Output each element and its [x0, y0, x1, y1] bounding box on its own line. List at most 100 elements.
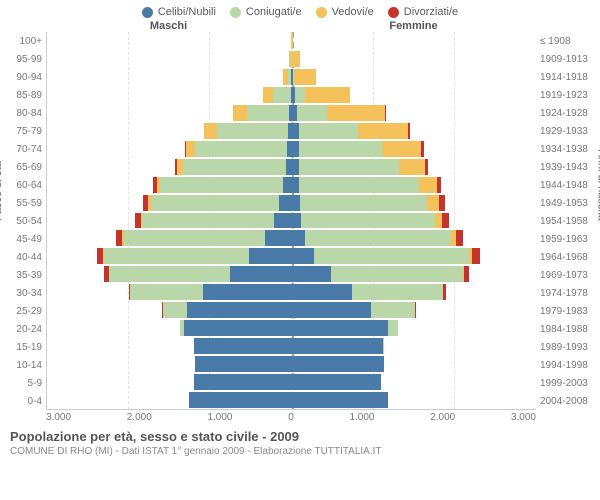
bar-seg-cel — [283, 177, 292, 193]
legend: Celibi/NubiliConiugati/eVedovi/eDivorzia… — [0, 0, 600, 20]
age-label: 15-19 — [0, 338, 46, 356]
column-headers: Maschi Femmine — [0, 20, 600, 32]
legend-dot-icon — [230, 7, 241, 18]
pyramid-row — [47, 194, 536, 212]
pyramid-row — [47, 301, 536, 319]
bar-seg-con — [160, 177, 282, 193]
pyramid-row — [47, 319, 536, 337]
bar-seg-div — [464, 266, 469, 282]
bar-seg-con — [273, 87, 291, 103]
bar-seg-ved — [204, 123, 216, 139]
bar-seg-con — [163, 302, 187, 318]
age-label: 85-89 — [0, 86, 46, 104]
age-label: 90-94 — [0, 68, 46, 86]
pyramid-row — [47, 176, 536, 194]
bar-seg-cel — [292, 284, 352, 300]
bar-seg-con — [299, 177, 419, 193]
birth-label: 1969-1973 — [536, 266, 600, 284]
pyramid-plot — [46, 32, 536, 410]
x-tick: 2.000 — [127, 412, 152, 423]
bar-seg-cel — [194, 338, 292, 354]
pyramid-row — [47, 104, 536, 122]
legend-item: Vedovi/e — [316, 6, 374, 18]
bar-seg-div — [437, 177, 442, 193]
bar-seg-cel — [187, 302, 291, 318]
bar-seg-cel — [292, 123, 299, 139]
bar-seg-con — [299, 123, 358, 139]
birth-label: 1964-1968 — [536, 248, 600, 266]
birth-label: 1944-1948 — [536, 176, 600, 194]
bar-seg-cel — [194, 374, 292, 390]
x-tick: 0 — [288, 412, 294, 423]
pyramid-row — [47, 355, 536, 373]
pyramid-row — [47, 265, 536, 283]
bar-seg-ved — [427, 195, 439, 211]
x-tick: 3.000 — [511, 412, 536, 423]
age-label: 35-39 — [0, 266, 46, 284]
pyramid-row — [47, 32, 536, 50]
bar-seg-ved — [327, 105, 386, 121]
bar-seg-cel — [292, 248, 315, 264]
bar-seg-cel — [189, 392, 292, 408]
bar-seg-ved — [419, 177, 437, 193]
bar-seg-con — [124, 230, 266, 246]
bar-seg-ved — [263, 87, 273, 103]
bar-seg-cel — [292, 302, 372, 318]
bar-seg-con — [371, 302, 415, 318]
bar-seg-cel — [265, 230, 291, 246]
bar-seg-div — [472, 248, 479, 264]
bar-seg-con — [352, 284, 443, 300]
birth-label: 2004-2008 — [536, 392, 600, 410]
pyramid-row — [47, 337, 536, 355]
bar-seg-div — [415, 302, 416, 318]
age-label: 25-29 — [0, 302, 46, 320]
bar-seg-cel — [195, 356, 291, 372]
bar-seg-cel — [292, 392, 388, 408]
bar-seg-con — [301, 213, 435, 229]
bar-seg-con — [299, 141, 382, 157]
birth-label: 1974-1978 — [536, 284, 600, 302]
bar-seg-con — [331, 266, 463, 282]
bar-seg-cel — [292, 374, 382, 390]
age-label: 5-9 — [0, 374, 46, 392]
bar-seg-div — [385, 105, 386, 121]
legend-item: Celibi/Nubili — [142, 6, 216, 18]
birth-label: 1929-1933 — [536, 122, 600, 140]
legend-label: Celibi/Nubili — [158, 6, 216, 18]
pyramid-row — [47, 86, 536, 104]
bar-seg-cel — [274, 213, 291, 229]
bar-seg-con — [195, 141, 286, 157]
birth-label: 1979-1983 — [536, 302, 600, 320]
age-label: 10-14 — [0, 356, 46, 374]
bar-seg-con — [109, 266, 230, 282]
pyramid-row — [47, 158, 536, 176]
age-label: 0-4 — [0, 392, 46, 410]
x-tick: 1.000 — [207, 412, 232, 423]
birth-year-labels: ≤ 19081909-19131914-19181919-19231924-19… — [536, 32, 600, 410]
bar-seg-div — [456, 230, 463, 246]
age-label: 100+ — [0, 32, 46, 50]
age-label: 95-99 — [0, 50, 46, 68]
pyramid-row — [47, 229, 536, 247]
birth-label: 1984-1988 — [536, 320, 600, 338]
birth-label: 1999-2003 — [536, 374, 600, 392]
bar-seg-cel — [184, 320, 292, 336]
birth-label: 1934-1938 — [536, 140, 600, 158]
bar-seg-ved — [294, 69, 315, 85]
birth-label: 1924-1928 — [536, 104, 600, 122]
age-label: 70-74 — [0, 140, 46, 158]
x-tick: 3.000 — [46, 412, 71, 423]
pyramid-row — [47, 50, 536, 68]
bar-seg-con — [217, 123, 289, 139]
bar-seg-con — [130, 284, 203, 300]
bar-seg-cel — [279, 195, 291, 211]
bar-seg-ved — [382, 141, 421, 157]
pyramid-row — [47, 212, 536, 230]
age-label: 65-69 — [0, 158, 46, 176]
chart-title: Popolazione per età, sesso e stato civil… — [10, 429, 590, 444]
age-label: 40-44 — [0, 248, 46, 266]
bar-seg-con — [295, 87, 305, 103]
bar-seg-div — [421, 141, 423, 157]
bar-seg-con — [183, 159, 286, 175]
bar-seg-con — [297, 105, 326, 121]
